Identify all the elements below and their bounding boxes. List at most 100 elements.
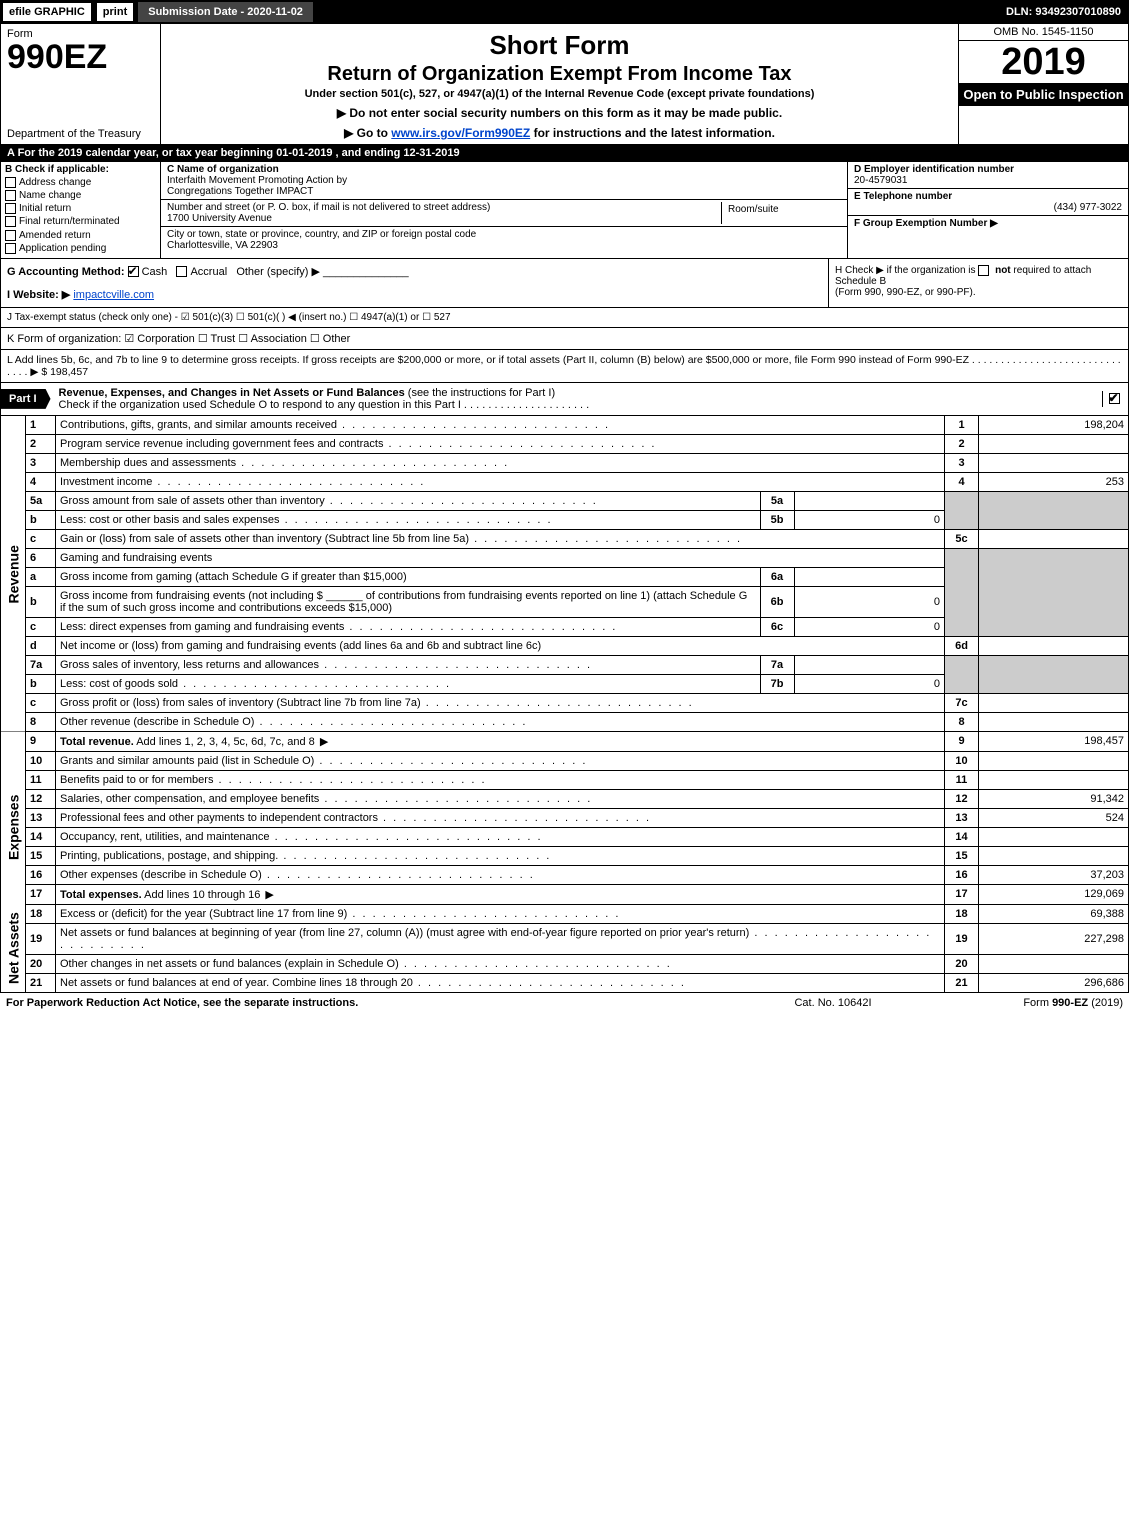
line-3-desc: Membership dues and assessments bbox=[60, 457, 509, 469]
line-4-amt: 253 bbox=[979, 472, 1129, 491]
header-grid: B Check if applicable: Address change Na… bbox=[0, 162, 1129, 259]
line-2-amt bbox=[979, 434, 1129, 453]
line-12-amt: 91,342 bbox=[979, 789, 1129, 808]
city-state-zip: Charlottesville, VA 22903 bbox=[167, 240, 278, 251]
box-b: B Check if applicable: Address change Na… bbox=[1, 162, 161, 258]
chk-address-change[interactable]: Address change bbox=[5, 177, 156, 188]
line-10-amt bbox=[979, 751, 1129, 770]
short-form-title: Short Form bbox=[171, 30, 948, 61]
row-i: I Website: ▶ impactcville.com bbox=[7, 288, 822, 301]
line-14-amt bbox=[979, 827, 1129, 846]
line-9-desc: Total revenue. bbox=[60, 736, 134, 748]
line-19-desc: Net assets or fund balances at beginning… bbox=[60, 927, 931, 951]
omb-number: OMB No. 1545-1150 bbox=[959, 24, 1128, 41]
under-section: Under section 501(c), 527, or 4947(a)(1)… bbox=[171, 88, 948, 100]
line-21-amt: 296,686 bbox=[979, 973, 1129, 992]
line-12-desc: Salaries, other compensation, and employ… bbox=[60, 793, 592, 805]
do-not-ssn: ▶ Do not enter social security numbers o… bbox=[171, 106, 948, 120]
print-button[interactable]: print bbox=[96, 2, 134, 22]
line-2-desc: Program service revenue including govern… bbox=[60, 438, 657, 450]
line-5c-desc: Gain or (loss) from sale of assets other… bbox=[60, 533, 742, 545]
line-7a-desc: Gross sales of inventory, less returns a… bbox=[60, 659, 592, 671]
line-4-desc: Investment income bbox=[60, 476, 425, 488]
line-10-desc: Grants and similar amounts paid (list in… bbox=[60, 755, 587, 767]
line-7a-subamt bbox=[794, 656, 944, 674]
paperwork-notice: For Paperwork Reduction Act Notice, see … bbox=[6, 997, 743, 1009]
line-16-desc: Other expenses (describe in Schedule O) bbox=[60, 869, 535, 881]
box-b-title: B Check if applicable: bbox=[5, 164, 109, 175]
chk-amended-return[interactable]: Amended return bbox=[5, 230, 156, 241]
h-text3: (Form 990, 990-EZ, or 990-PF). bbox=[835, 287, 976, 298]
line-13-amt: 524 bbox=[979, 808, 1129, 827]
f-label: F Group Exemption Number ▶ bbox=[854, 218, 998, 229]
org-name-2: Congregations Together IMPACT bbox=[167, 186, 313, 197]
form-number: 990EZ bbox=[7, 40, 154, 74]
line-6c-desc: Less: direct expenses from gaming and fu… bbox=[60, 621, 617, 633]
efile-graphic: efile GRAPHIC bbox=[2, 2, 92, 22]
line-8-amt bbox=[979, 712, 1129, 731]
line-14-desc: Occupancy, rent, utilities, and maintena… bbox=[60, 831, 543, 843]
chk-name-change[interactable]: Name change bbox=[5, 190, 156, 201]
dln: DLN: 93492307010890 bbox=[1006, 6, 1129, 18]
line-21-desc: Net assets or fund balances at end of ye… bbox=[60, 977, 686, 989]
line-7b-desc: Less: cost of goods sold bbox=[60, 678, 451, 690]
line-7b-subamt: 0 bbox=[794, 675, 944, 693]
street-address: 1700 University Avenue bbox=[167, 213, 272, 224]
chk-final-return[interactable]: Final return/terminated bbox=[5, 216, 156, 227]
h-not: not bbox=[995, 265, 1011, 276]
line-5a-desc: Gross amount from sale of assets other t… bbox=[60, 495, 598, 507]
accounting-method: G Accounting Method: Cash Accrual Other … bbox=[7, 265, 822, 278]
line-7c-desc: Gross profit or (loss) from sales of inv… bbox=[60, 697, 694, 709]
chk-application-pending[interactable]: Application pending bbox=[5, 243, 156, 254]
part-i-schedule-o-check[interactable] bbox=[1102, 391, 1128, 407]
e-label: E Telephone number bbox=[854, 191, 952, 202]
ein: 20-4579031 bbox=[854, 175, 907, 186]
line-6d-amt bbox=[979, 636, 1129, 655]
website-link[interactable]: impactcville.com bbox=[73, 289, 154, 301]
line-5c-amt bbox=[979, 529, 1129, 548]
revenue-label: Revenue bbox=[1, 416, 26, 732]
line-6-desc: Gaming and fundraising events bbox=[60, 552, 212, 564]
chk-cash[interactable] bbox=[128, 266, 139, 277]
chk-initial-return[interactable]: Initial return bbox=[5, 203, 156, 214]
line-20-desc: Other changes in net assets or fund bala… bbox=[60, 958, 672, 970]
box-def: D Employer identification number 20-4579… bbox=[848, 162, 1128, 258]
line-16-amt: 37,203 bbox=[979, 865, 1129, 884]
line-18-amt: 69,388 bbox=[979, 904, 1129, 923]
form-footer: Form 990-EZ (2019) bbox=[923, 997, 1123, 1009]
line-18-desc: Excess or (deficit) for the year (Subtra… bbox=[60, 908, 620, 920]
l-desc: L Add lines 5b, 6c, and 7b to line 9 to … bbox=[7, 354, 1121, 378]
submission-date: Submission Date - 2020-11-02 bbox=[138, 2, 313, 22]
d-label: D Employer identification number bbox=[854, 164, 1014, 175]
box-c: C Name of organization Interfaith Moveme… bbox=[161, 162, 848, 258]
line-17-desc: Total expenses. bbox=[60, 889, 142, 901]
line-9-amt: 198,457 bbox=[979, 731, 1129, 751]
line-1-amt: 198,204 bbox=[979, 416, 1129, 435]
line-6b-subamt: 0 bbox=[794, 587, 944, 617]
room-label: Room/suite bbox=[728, 204, 779, 215]
line-6a-subamt bbox=[794, 568, 944, 586]
part-i-checkline: Check if the organization used Schedule … bbox=[59, 399, 590, 411]
line-15-desc: Printing, publications, postage, and shi… bbox=[60, 850, 551, 862]
line-a-tax-year: A For the 2019 calendar year, or tax yea… bbox=[0, 144, 1129, 162]
row-j: J Tax-exempt status (check only one) - ☑… bbox=[0, 308, 1129, 328]
goto-instructions: ▶ Go to www.irs.gov/Form990EZ for instru… bbox=[171, 126, 948, 140]
line-5b-subamt: 0 bbox=[794, 511, 944, 529]
chk-accrual[interactable] bbox=[176, 266, 187, 277]
cat-no: Cat. No. 10642I bbox=[743, 997, 923, 1009]
row-g-h: G Accounting Method: Cash Accrual Other … bbox=[0, 259, 1129, 308]
line-13-desc: Professional fees and other payments to … bbox=[60, 812, 651, 824]
chk-h[interactable] bbox=[978, 265, 989, 276]
page-footer: For Paperwork Reduction Act Notice, see … bbox=[0, 993, 1129, 1013]
line-8-desc: Other revenue (describe in Schedule O) bbox=[60, 716, 527, 728]
l-amount: 198,457 bbox=[50, 366, 88, 378]
topbar: efile GRAPHIC print Submission Date - 20… bbox=[0, 0, 1129, 24]
irs-link[interactable]: www.irs.gov/Form990EZ bbox=[391, 126, 530, 140]
part-i-tag: Part I bbox=[1, 389, 51, 409]
line-6b-desc-pre: Gross income from fundraising events (no… bbox=[60, 590, 326, 602]
line-6a-desc: Gross income from gaming (attach Schedul… bbox=[60, 571, 407, 583]
row-l: L Add lines 5b, 6c, and 7b to line 9 to … bbox=[0, 350, 1129, 383]
line-20-amt bbox=[979, 954, 1129, 973]
line-6d-desc: Net income or (loss) from gaming and fun… bbox=[60, 640, 541, 652]
org-name-1: Interfaith Movement Promoting Action by bbox=[167, 175, 347, 186]
